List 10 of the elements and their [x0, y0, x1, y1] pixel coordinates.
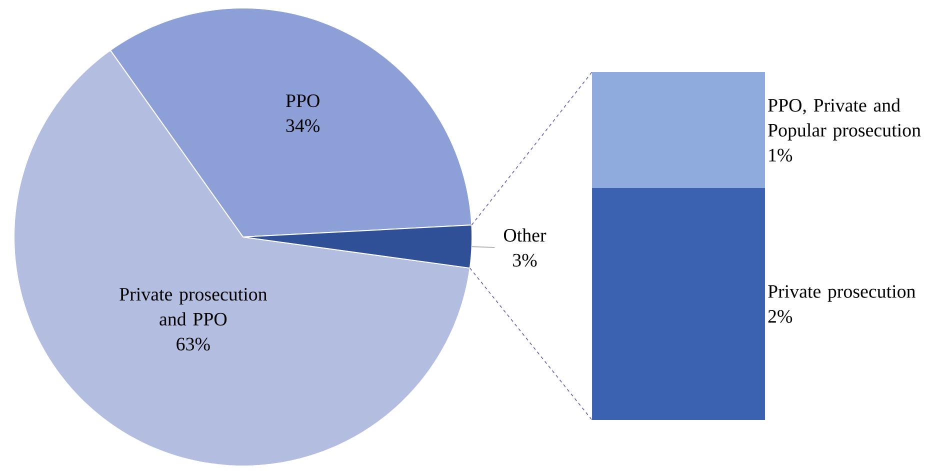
- data-label: 3%: [513, 254, 537, 267]
- slice-label: Other: [504, 228, 546, 242]
- data-label: 1%: [769, 148, 792, 162]
- data-label: 63%: [176, 338, 210, 351]
- series-label: Private prosecution: [768, 285, 916, 302]
- data-label: 34%: [286, 119, 320, 132]
- slice-label: Private prosecution and PPO: [120, 288, 268, 326]
- series-label: PPO, Private and Popular prosecution: [768, 98, 921, 140]
- data-label: 2%: [768, 310, 792, 323]
- slice-label: PPO: [286, 94, 320, 108]
